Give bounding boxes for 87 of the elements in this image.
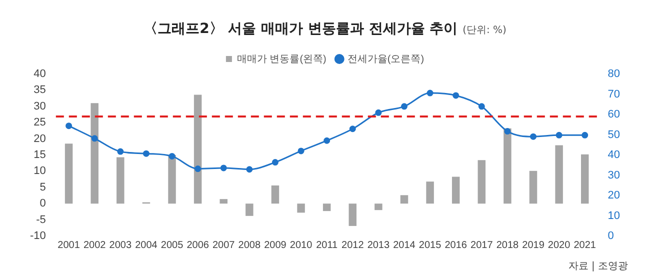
- point: [298, 148, 304, 154]
- y-tick-label: 5: [40, 181, 46, 194]
- y2-tick-label: 50: [608, 128, 620, 141]
- x-tick-label: 2001: [58, 240, 80, 251]
- y-tick-label: 15: [34, 149, 46, 162]
- bar: [297, 204, 305, 213]
- x-tick-label: 2004: [135, 240, 158, 251]
- x-tick-label: 2019: [522, 240, 545, 251]
- bar: [194, 94, 202, 204]
- point: [375, 109, 382, 116]
- bar: [529, 170, 538, 204]
- legend-label: 매매가 변동률(왼쪽): [236, 54, 326, 65]
- y2-tick-label: 0: [608, 230, 614, 242]
- y2-tick-label: 20: [608, 190, 620, 202]
- y2-tick-label: 30: [608, 169, 620, 182]
- bar: [116, 157, 124, 204]
- point: [556, 132, 562, 138]
- point: [168, 152, 176, 160]
- x-tick-label: 2014: [393, 240, 416, 251]
- bar: [168, 155, 176, 204]
- x-tick-label: 2015: [418, 240, 442, 251]
- x-tick-label: 2003: [109, 240, 132, 251]
- x-tick-label: 2012: [342, 240, 364, 251]
- y-tick-label: 20: [34, 132, 46, 145]
- y-tick-label: 25: [34, 116, 46, 129]
- x-tick-label: 2016: [444, 240, 468, 251]
- x-tick-label: 2013: [367, 240, 390, 251]
- x-tick-label: 2018: [496, 240, 520, 251]
- bar: [90, 103, 98, 204]
- point: [66, 122, 72, 130]
- point: [349, 126, 356, 132]
- point: [504, 128, 511, 135]
- point: [400, 103, 408, 110]
- point: [117, 148, 124, 155]
- point: [246, 166, 253, 173]
- bar: [374, 204, 382, 210]
- x-tick-label: 2021: [574, 240, 596, 251]
- point: [324, 137, 330, 144]
- x-tick-label: 2005: [160, 240, 184, 251]
- chart-title: 〈그래프2〉 서울 매매가 변동률과 전세가율 추이: [144, 21, 458, 37]
- y-tick-label: -5: [36, 214, 46, 226]
- point: [91, 135, 98, 142]
- x-tick-label: 2010: [290, 240, 313, 251]
- bar: [220, 199, 228, 204]
- y2-tick-label: 80: [608, 68, 620, 80]
- x-tick-label: 2017: [470, 240, 494, 251]
- y-tick-label: 0: [40, 198, 46, 210]
- point: [142, 150, 150, 157]
- bar: [348, 204, 357, 226]
- x-tick-label: 2009: [264, 240, 287, 251]
- bar: [246, 204, 254, 216]
- x-tick-label: 2006: [186, 240, 210, 251]
- bar: [504, 128, 512, 204]
- point: [272, 159, 278, 166]
- bar: [322, 204, 331, 212]
- y-tick-label: 30: [34, 100, 46, 112]
- bar: [426, 182, 434, 204]
- y2-tick-label: 10: [608, 210, 620, 222]
- y-tick-label: -10: [30, 230, 46, 242]
- y-tick-label: 35: [34, 84, 46, 96]
- point: [220, 164, 227, 172]
- bar: [452, 176, 460, 204]
- point: [478, 103, 485, 110]
- y-tick-label: 10: [34, 165, 46, 178]
- bar: [400, 195, 408, 204]
- legend-label: 전세가율(오른쪽): [347, 54, 424, 65]
- chart-subtitle: (단위: %): [462, 25, 506, 36]
- x-tick-label: 2020: [548, 240, 571, 251]
- x-tick-label: 2007: [212, 240, 236, 251]
- point: [582, 132, 588, 138]
- y2-tick-label: 70: [608, 88, 620, 100]
- text: 자료 | 조영광: [568, 260, 628, 273]
- y-tick-label: 40: [34, 68, 46, 80]
- point: [426, 90, 434, 96]
- bar: [478, 160, 486, 204]
- bar: [271, 185, 280, 204]
- bar: [580, 154, 589, 204]
- x-tick-label: 2011: [316, 240, 338, 251]
- point: [452, 92, 460, 99]
- x-tick-label: 2002: [83, 240, 106, 251]
- y2-tick-label: 60: [608, 108, 620, 121]
- y2-tick-label: 40: [608, 149, 620, 162]
- bar: [64, 144, 73, 204]
- point: [194, 166, 202, 172]
- point: [530, 133, 537, 140]
- x-tick-label: 2008: [238, 240, 261, 251]
- bar: [555, 145, 563, 204]
